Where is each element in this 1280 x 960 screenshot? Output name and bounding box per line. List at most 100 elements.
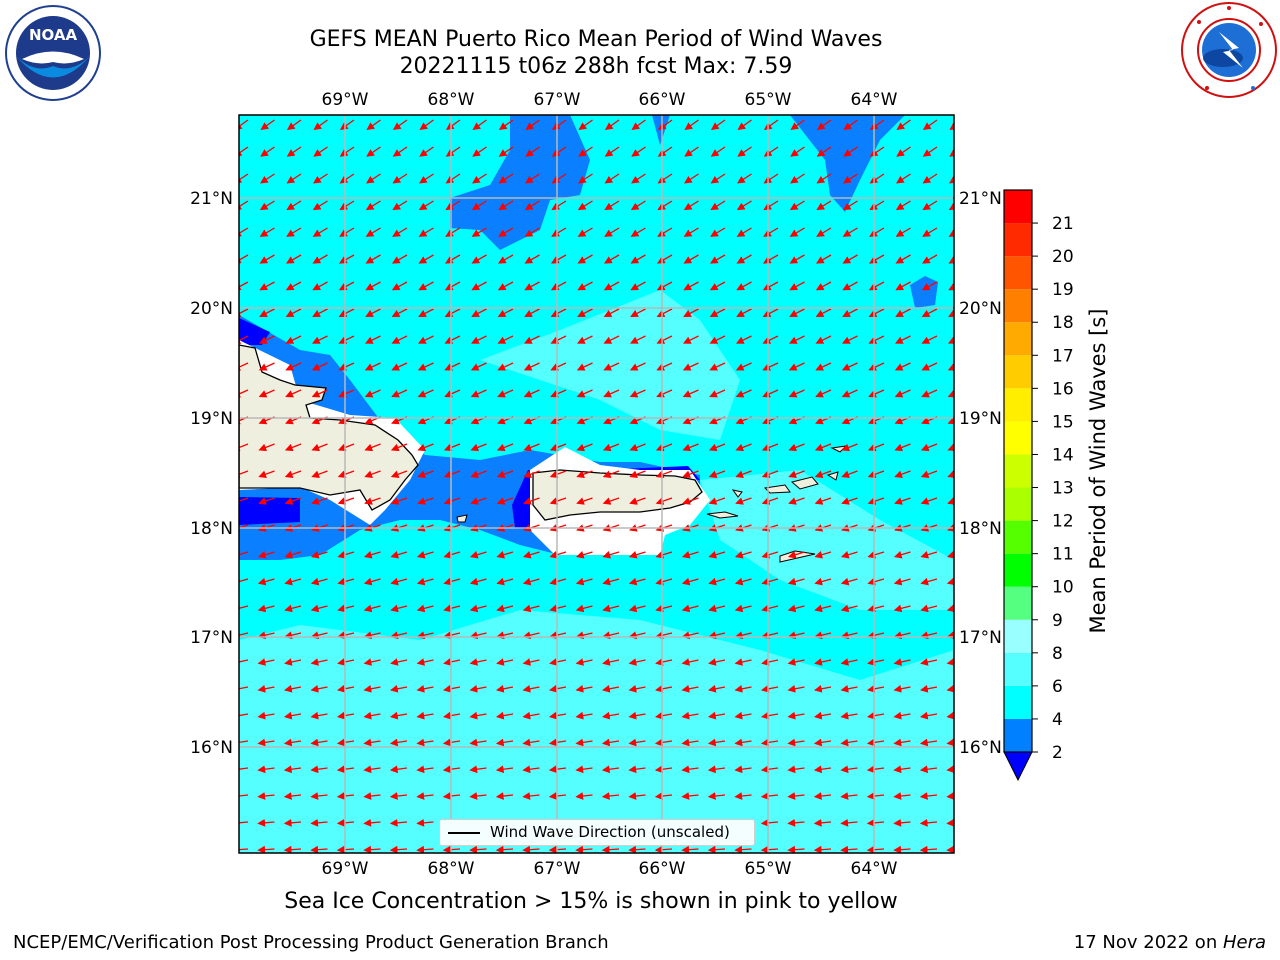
colorbar-tick-label: 4 <box>1052 710 1063 730</box>
wind-wave-arrow <box>391 389 408 398</box>
wind-wave-arrow <box>469 792 487 800</box>
wind-wave-arrow <box>284 443 302 452</box>
wind-wave-arrow <box>257 604 275 613</box>
wind-wave-arrow <box>258 497 275 505</box>
colorbar-label: Mean Period of Wind Waves [s] <box>1086 309 1110 634</box>
footer-date-text: 17 Nov 2022 on <box>1073 932 1223 953</box>
wind-wave-arrow <box>684 173 699 184</box>
wind-wave-arrow <box>840 551 858 559</box>
wind-wave-arrow <box>472 119 487 131</box>
wind-wave-arrow <box>788 470 805 478</box>
wind-wave-arrow <box>469 631 487 639</box>
wind-wave-arrow <box>790 119 805 131</box>
colorbar-tick-label: 18 <box>1052 313 1074 333</box>
map-frame <box>238 114 955 854</box>
wind-wave-arrow <box>867 604 885 613</box>
wind-wave-arrow <box>682 497 699 505</box>
wind-wave-arrow <box>498 119 514 131</box>
wind-wave-arrow <box>444 389 461 398</box>
wind-wave-arrow <box>736 254 752 264</box>
wind-wave-arrow <box>867 658 885 666</box>
wind-wave-arrow <box>239 119 249 131</box>
lat-label-right: 21°N <box>959 189 1002 209</box>
wind-wave-arrow <box>339 173 355 184</box>
colorbar-under-triangle <box>1003 751 1033 782</box>
wind-wave-arrow <box>602 658 620 666</box>
wind-wave-arrow <box>283 765 302 774</box>
wind-wave-arrow <box>866 765 885 774</box>
wind-wave-arrow <box>471 254 487 264</box>
wind-wave-arrow <box>657 173 673 184</box>
wind-wave-arrow <box>893 711 911 720</box>
wind-wave-arrow <box>841 470 858 478</box>
wind-wave-arrow <box>947 363 954 371</box>
wind-wave-arrow <box>813 738 832 747</box>
wind-wave-arrow <box>336 845 355 853</box>
wind-wave-arrow <box>630 200 646 211</box>
wind-wave-arrow <box>470 497 487 505</box>
wind-wave-arrow <box>578 146 593 157</box>
wind-wave-arrow <box>498 227 514 237</box>
wind-wave-arrow <box>444 254 461 264</box>
wind-wave-arrow <box>603 254 620 264</box>
wind-wave-arrow <box>549 443 567 452</box>
wind-wave-arrow <box>787 738 805 747</box>
colorbar-tick-label: 10 <box>1052 578 1074 598</box>
wind-wave-arrow <box>389 792 408 800</box>
wind-wave-arrow <box>575 711 593 720</box>
wind-wave-arrow <box>310 845 328 853</box>
wind-wave-arrow <box>578 119 593 131</box>
wind-wave-arrow <box>762 362 779 371</box>
wind-wave-arrow <box>497 335 514 344</box>
wind-wave-arrow <box>760 711 779 720</box>
wind-wave-arrow <box>761 577 779 586</box>
wind-wave-arrow <box>239 551 249 559</box>
wind-wave-arrow <box>311 497 328 505</box>
wind-wave-arrow <box>444 308 461 317</box>
footer-credit: NCEP/EMC/Verification Post Processing Pr… <box>13 932 609 953</box>
lon-labels: 69°W 68°W 67°W 66°W 65°W 64°W 69°W 68°W … <box>322 90 898 879</box>
wind-wave-arrow <box>629 389 646 398</box>
wind-wave-arrow <box>815 254 832 264</box>
wind-wave-arrow <box>734 684 752 693</box>
wind-wave-arrow <box>418 308 434 317</box>
wind-wave-arrow <box>866 845 885 853</box>
wind-wave-arrow <box>550 389 567 398</box>
wind-wave-arrow <box>603 335 620 344</box>
wind-wave-arrow <box>946 818 954 827</box>
wind-wave-arrow <box>443 631 461 639</box>
wind-wave-arrow <box>814 684 832 693</box>
wind-wave-arrow <box>790 146 805 157</box>
wind-wave-arrow <box>391 308 408 317</box>
wind-wave-arrow <box>920 443 938 452</box>
wind-wave-arrow <box>604 200 620 211</box>
wind-wave-arrow <box>337 497 355 505</box>
wind-wave-arrow <box>390 443 408 452</box>
wind-wave-arrow <box>735 470 752 478</box>
wind-wave-arrow <box>442 792 461 800</box>
wind-wave-arrow <box>259 227 275 237</box>
wind-wave-arrow <box>239 173 249 184</box>
wind-wave-arrow <box>868 281 885 291</box>
wind-wave-arrow <box>522 684 540 693</box>
wind-wave-arrow <box>682 470 699 478</box>
wind-wave-arrow <box>761 631 779 639</box>
wind-wave-arrow <box>469 845 487 853</box>
wind-wave-arrow <box>709 335 726 344</box>
wind-wave-arrow <box>813 818 832 827</box>
wind-wave-arrow <box>416 792 434 800</box>
wind-wave-arrow <box>469 765 487 774</box>
wind-wave-arrow <box>947 336 954 344</box>
wind-wave-arrow <box>787 845 805 853</box>
wind-wave-arrow <box>391 335 408 344</box>
wind-wave-arrow <box>946 765 954 774</box>
wind-wave-arrow <box>416 631 434 639</box>
wind-wave-arrow <box>239 227 249 237</box>
wind-wave-arrow <box>893 577 911 586</box>
wind-wave-arrow <box>655 551 673 559</box>
wind-wave-arrow <box>257 738 275 747</box>
wind-wave-arrow <box>577 200 593 211</box>
chart-title: GEFS MEAN Puerto Rico Mean Period of Win… <box>309 27 883 52</box>
wind-wave-arrow <box>684 146 699 157</box>
wind-wave-arrow <box>312 281 328 291</box>
